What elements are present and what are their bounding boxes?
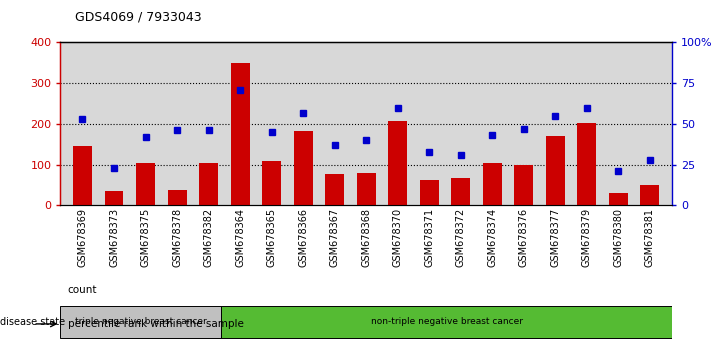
Text: disease state: disease state (0, 317, 65, 327)
FancyBboxPatch shape (221, 306, 672, 338)
Bar (168, 190, 186, 205)
Text: count: count (68, 285, 97, 295)
Bar (577, 123, 597, 205)
Bar (609, 193, 628, 205)
FancyBboxPatch shape (60, 306, 221, 338)
Bar (294, 131, 313, 205)
Bar (230, 63, 250, 205)
Bar (105, 191, 124, 205)
Bar (419, 180, 439, 205)
Bar (483, 162, 502, 205)
Text: non-triple negative breast cancer: non-triple negative breast cancer (370, 317, 523, 326)
Bar (136, 162, 155, 205)
Bar (451, 178, 470, 205)
Text: GDS4069 / 7933043: GDS4069 / 7933043 (75, 11, 201, 24)
Bar (262, 161, 281, 205)
Bar (514, 165, 533, 205)
Text: percentile rank within the sample: percentile rank within the sample (68, 319, 243, 329)
Bar (641, 185, 659, 205)
Bar (325, 173, 344, 205)
Bar (73, 146, 92, 205)
Bar (546, 136, 565, 205)
Bar (357, 173, 375, 205)
Text: triple negative breast cancer: triple negative breast cancer (75, 317, 207, 326)
Bar (199, 162, 218, 205)
Bar (388, 121, 407, 205)
